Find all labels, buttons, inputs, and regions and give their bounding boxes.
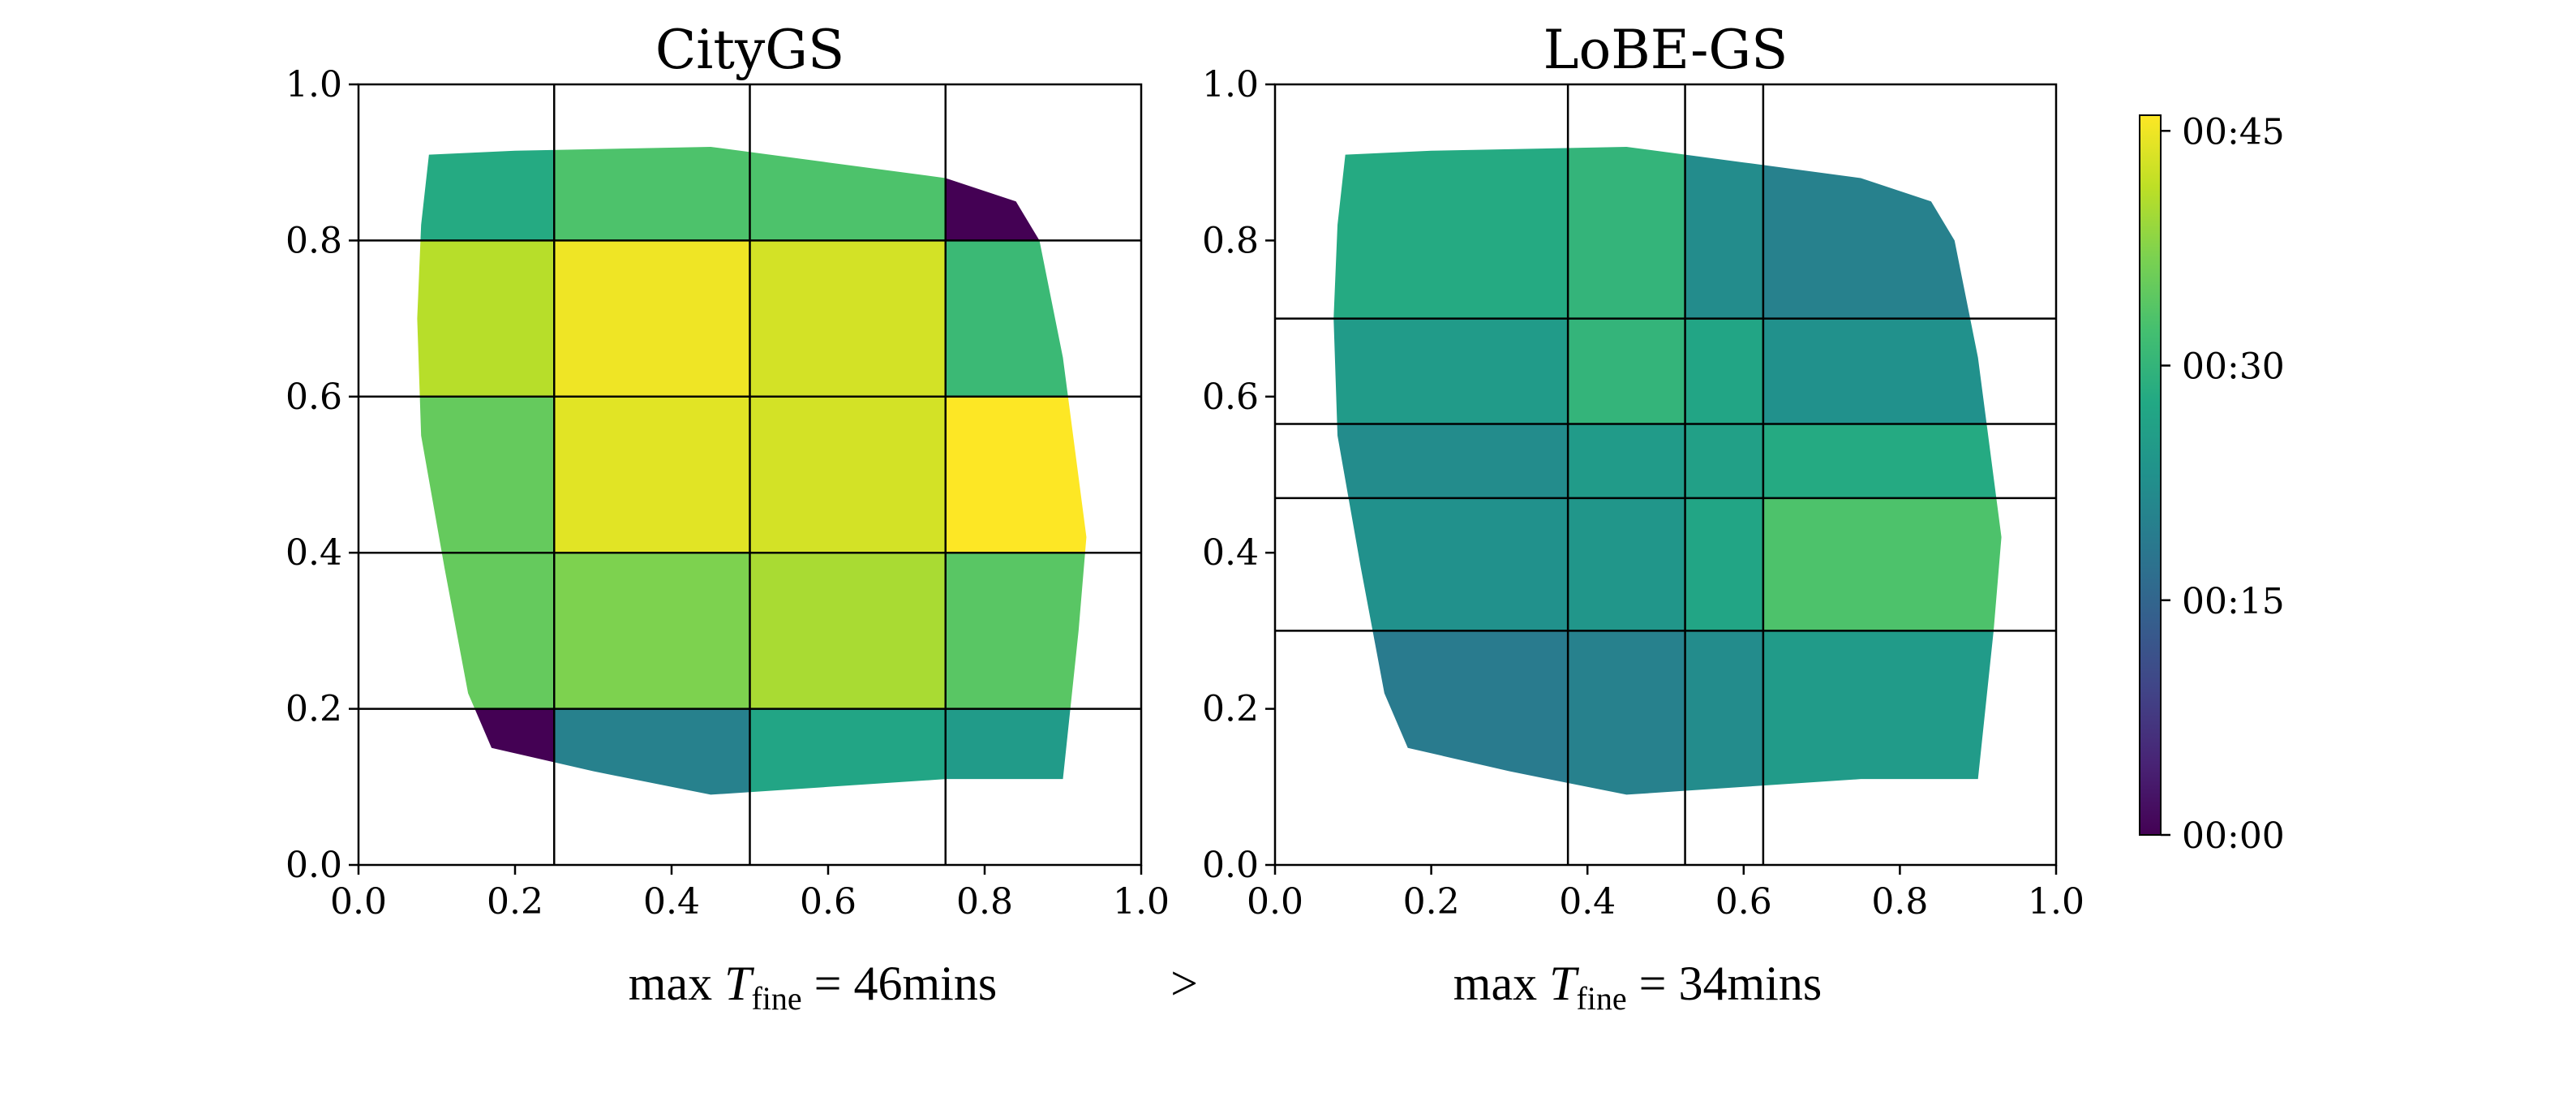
axes-frame: [357, 83, 1143, 867]
x-tick-label: 0.6: [800, 881, 857, 923]
x-tick-label: 1.0: [1113, 881, 1170, 923]
y-tick-label: 1.0: [1202, 64, 1259, 105]
panel-title: LoBE-GS: [1543, 19, 1788, 81]
heatmap-cell: [1685, 318, 1763, 424]
heatmap-cell: [1568, 318, 1685, 424]
heatmap-cell: [945, 553, 1087, 709]
heatmap-cell: [1762, 424, 2002, 498]
heatmap-cell: [1333, 630, 1569, 795]
colorbar-tick-label: 00:15: [2182, 581, 2285, 622]
heatmap-cell: [1333, 497, 1569, 631]
caption-comparator: >: [1170, 957, 1198, 1010]
heatmap-cell: [749, 708, 946, 795]
heatmap-cell: [1762, 318, 2002, 424]
heatmap-cell: [1762, 497, 2002, 631]
heatmap-cell: [749, 553, 946, 709]
lobe-gs-panel: 0.0 0.2 0.4 0.6 0.8 1.0 0.0 0.2 0.4 0.6 0.8 1.0 LoBE…: [1202, 19, 2084, 923]
x-tick-label: 0.2: [487, 881, 543, 923]
heatmap-cell: [1685, 630, 1763, 795]
x-tick-label: 0.4: [643, 881, 700, 923]
caption-right: max Tfine = 34mins: [1453, 957, 1822, 1017]
heatmap-cell: [749, 396, 946, 553]
colorbar-tick-label: 00:30: [2182, 346, 2285, 388]
heatmap-cell: [945, 708, 1087, 795]
y-tick-label: 0.4: [1202, 532, 1259, 574]
heatmap-cell: [749, 146, 946, 241]
y-tick-label: 0.4: [286, 532, 342, 574]
heatmap-cell: [1685, 424, 1763, 498]
y-tick-label: 0.0: [1202, 845, 1259, 886]
heatmap-cell: [417, 708, 555, 795]
axes-frame: [1273, 83, 2058, 867]
heatmap-cell: [417, 553, 555, 709]
panel-title: CityGS: [655, 19, 844, 81]
colorbar: 00:00 00:15 00:30 00:45: [2139, 111, 2285, 857]
heatmap-cell: [1333, 318, 1569, 424]
colorbar-tick-label: 00:00: [2182, 815, 2285, 857]
heatmap-cell: [554, 396, 750, 553]
y-tick-label: 1.0: [286, 64, 342, 105]
y-tick-label: 0.2: [1202, 689, 1259, 730]
x-tick-label: 0.8: [956, 881, 1013, 923]
heatmap-cell: [417, 146, 555, 241]
colorbar-gradient: [2139, 114, 2162, 836]
colorbar-tick-label: 00:45: [2182, 111, 2285, 153]
heatmap-cell: [1333, 424, 1569, 498]
y-tick-label: 0.6: [286, 376, 342, 418]
heatmap-cell: [749, 240, 946, 397]
y-tick-label: 0.6: [1202, 376, 1259, 418]
heatmap-cells: [1333, 146, 2002, 795]
heatmap-cell: [945, 240, 1087, 397]
y-tick-label: 0.2: [286, 689, 342, 730]
heatmap-cell: [945, 396, 1087, 553]
y-tick-label: 0.0: [286, 845, 342, 886]
x-tick-label: 0.0: [1247, 881, 1303, 923]
citygs-panel: 0.0 0.2 0.4 0.6 0.8 1.0 0.0 0.2 0.4 0.6 0.8 1.0 City…: [286, 19, 1170, 923]
x-tick-label: 0.4: [1559, 881, 1616, 923]
heatmap-cell: [1762, 630, 2002, 795]
heatmap-cell: [1685, 146, 1763, 319]
heatmap-cell: [554, 708, 750, 795]
heatmap-cell: [1568, 630, 1685, 795]
heatmap-cell: [1568, 146, 1685, 319]
heatmap-cell: [554, 146, 750, 241]
x-tick-label: 0.6: [1715, 881, 1772, 923]
heatmap-cell: [417, 396, 555, 553]
heatmap-cell: [1762, 146, 2002, 319]
heatmap-cell: [1568, 497, 1685, 631]
heatmap-cell: [1568, 424, 1685, 498]
y-tick-label: 0.8: [286, 220, 342, 261]
heatmap-cell: [1685, 497, 1763, 631]
heatmap-cell: [417, 240, 555, 397]
heatmap-cell: [554, 553, 750, 709]
x-tick-label: 0.2: [1403, 881, 1460, 923]
heatmap-cell: [1333, 146, 1569, 319]
x-tick-label: 1.0: [2028, 881, 2084, 923]
caption: max Tfine = 46mins > max Tfine = 34mins: [629, 957, 1822, 1017]
caption-left: max Tfine = 46mins: [629, 957, 997, 1017]
y-tick-label: 0.8: [1202, 220, 1259, 261]
x-tick-label: 0.8: [1871, 881, 1928, 923]
heatmap-cell: [945, 146, 1087, 241]
heatmap-cell: [554, 240, 750, 397]
x-tick-label: 0.0: [330, 881, 387, 923]
